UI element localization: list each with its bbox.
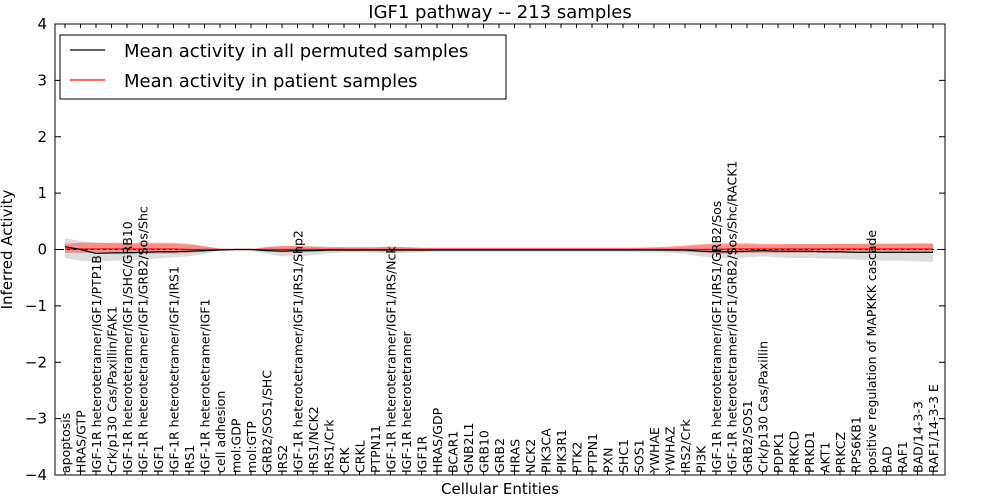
x-tick-label: BCAR1 — [446, 431, 461, 473]
y-tick-label: 1 — [37, 184, 47, 202]
x-tick-label: cell adhesion — [213, 391, 228, 473]
x-tick-label: IGF1 — [151, 444, 166, 473]
chart-title: IGF1 pathway -- 213 samples — [368, 2, 631, 23]
x-tick-label: RAF1 — [895, 441, 910, 473]
x-tick-label: PTPN11 — [368, 425, 383, 473]
x-tick-label: RAF1/14-3-3 E — [926, 384, 941, 473]
x-tick-label: IRS1 — [182, 445, 197, 473]
x-tick-label: NCK2 — [523, 439, 538, 473]
x-tick-label: PRKCD — [787, 431, 802, 473]
y-tick-label: 4 — [37, 15, 47, 33]
x-tick-label: IGF-1R heterotetramer/IGF1/GRB2/Sos/Shc — [136, 206, 151, 473]
x-tick-label: HRAS/GTP — [74, 410, 89, 473]
x-tick-label: RPS6KB1 — [849, 416, 864, 473]
x-tick-label: IGF-1R heterotetramer/IGF1/IRS1/GRB2/Sos — [709, 201, 724, 473]
series-line-patient — [65, 248, 933, 251]
y-tick-label: −3 — [25, 410, 47, 428]
series-line-permuted — [64, 246, 933, 255]
x-tick-label: IGF-1R heterotetramer/IGF1/IRS/Nck — [384, 246, 399, 473]
x-tick-label: Crk/p130 Cas/Paxillin — [756, 341, 771, 473]
x-tick-label: Crk/p130 Cas/Paxillin/FAK1 — [105, 306, 120, 473]
series-lines — [64, 246, 933, 255]
x-tick-label: CRK — [337, 447, 352, 473]
y-tick-label: 2 — [37, 128, 47, 146]
y-tick-label: −4 — [25, 466, 47, 484]
x-tick-label: PI3K — [694, 445, 709, 473]
x-tick-label: PTK2 — [570, 442, 585, 473]
x-tick-label: IGF-1R heterotetramer/IGF1/IRS1 — [167, 266, 182, 473]
x-tick-label: mol:GTP — [244, 421, 259, 473]
x-tick-label: IRS1/Crk — [322, 419, 337, 473]
x-tick-label: IGF-1R heterotetramer/IGF1/SHC/GRB10 — [120, 221, 135, 473]
x-tick-label: PIK3R1 — [554, 429, 569, 473]
x-tick-label: SOS1 — [632, 439, 647, 473]
legend-box — [59, 34, 507, 100]
x-tick-label: apoptosis — [58, 413, 73, 473]
x-tick-label: YWHAZ — [663, 426, 678, 474]
x-tick-label: PIK3CA — [539, 428, 554, 473]
x-tick-label: PDPK1 — [771, 432, 786, 473]
x-tick-label: AKT1 — [818, 442, 833, 473]
x-tick-label: mol:GDP — [229, 418, 244, 473]
x-tick-label: PXN — [601, 448, 616, 473]
x-tick-label: SHC1 — [616, 439, 631, 473]
legend-label-patient: Mean activity in patient samples — [124, 71, 418, 92]
x-tick-label: PTPN1 — [585, 433, 600, 473]
x-axis-ticks: apoptosis HRAS/GTP IGF-1R heterotetramer/I… — [58, 24, 941, 475]
y-tick-label: 0 — [37, 241, 47, 259]
legend-label-permuted: Mean activity in all permuted samples — [124, 41, 468, 62]
y-tick-label: −1 — [25, 297, 47, 315]
x-tick-label: IGF-1R heterotetramer/IGF1/GRB2/Sos/Shc/… — [725, 161, 740, 473]
x-tick-label: BAD — [880, 446, 895, 473]
x-axis-label: Cellular Entities — [441, 480, 559, 498]
x-tick-label: IRS1/NCK2 — [306, 406, 321, 473]
x-tick-label: GRB2/SOS1 — [740, 400, 755, 473]
y-tick-label: 3 — [37, 71, 47, 89]
x-tick-label: IRS2/Crk — [678, 419, 693, 473]
y-axis-label: Inferred Activity — [0, 189, 16, 309]
x-tick-label: HRAS/GDP — [430, 407, 445, 473]
x-tick-label: GRB2 — [492, 438, 507, 473]
x-tick-label: GRB2/SOS1/SHC — [260, 370, 275, 473]
x-tick-label: PRKCZ — [833, 432, 848, 473]
x-tick-label: YWHAE — [647, 427, 662, 474]
x-tick-label: positive regulation of MAPKKK cascade — [864, 230, 879, 473]
y-axis-ticks: 4 3 2 1 0 −1 −2 −3 −4 — [25, 15, 945, 484]
x-tick-label: BAD/14-3-3 — [911, 401, 926, 473]
x-tick-label: PRKD1 — [802, 431, 817, 473]
x-tick-label: IGF-1R heterotetramer/IGF1/PTP1B — [89, 255, 104, 473]
x-tick-label: IGF-1R heterotetramer — [399, 330, 414, 473]
x-tick-label: IRS2 — [275, 445, 290, 473]
y-tick-label: −2 — [25, 353, 47, 371]
x-tick-label: CRKL — [353, 440, 368, 473]
x-tick-label: IGF-1R heterotetramer/IGF1 — [198, 299, 213, 473]
x-tick-label: IGF-1R heterotetramer/IGF1/IRS1/Shp2 — [291, 230, 306, 473]
x-tick-label: GNB2L1 — [461, 423, 476, 473]
legend: Mean activity in all permuted samples Me… — [59, 34, 507, 100]
x-tick-label: HRAS — [508, 439, 523, 473]
x-tick-label: IGF1R — [415, 435, 430, 473]
x-tick-label: GRB10 — [477, 430, 492, 473]
